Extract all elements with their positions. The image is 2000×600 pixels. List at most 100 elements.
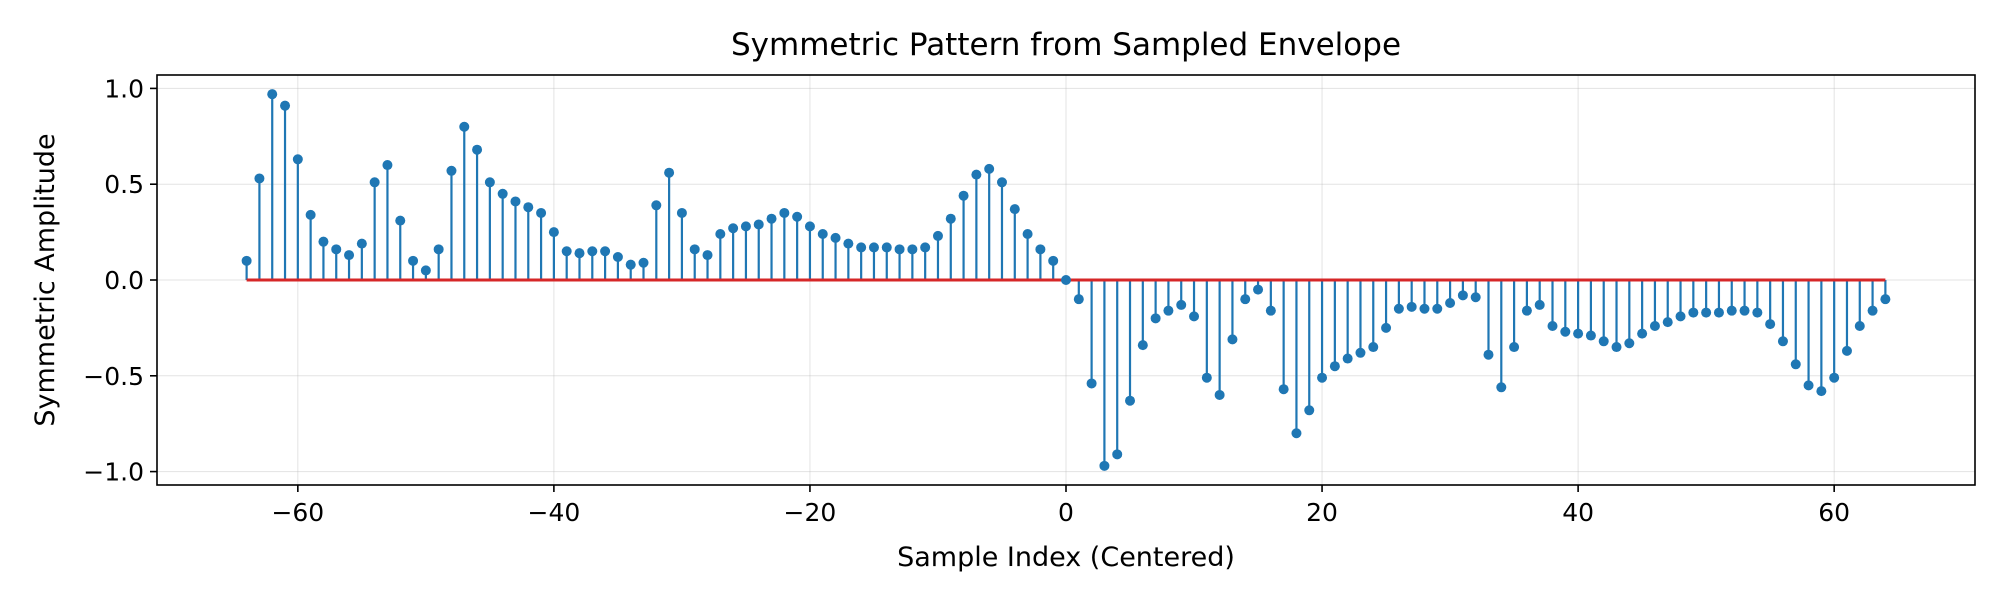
stem-marker [1304, 405, 1315, 416]
stem-marker [1406, 301, 1417, 312]
x-tick-label: −20 [784, 498, 837, 527]
stem-marker [1649, 320, 1660, 331]
x-tick-label: 60 [1818, 498, 1850, 527]
stem-marker [1393, 303, 1404, 314]
stem-marker [1573, 328, 1584, 339]
stem-marker [523, 202, 534, 213]
stem-marker [1560, 326, 1571, 337]
stem-marker [664, 167, 675, 178]
stem-marker [1662, 317, 1673, 328]
stem-marker [1150, 313, 1161, 324]
stem-marker [945, 213, 956, 224]
stem-marker [804, 221, 815, 232]
stem-marker [843, 238, 854, 249]
stem-marker [1368, 342, 1379, 353]
chart-title: Symmetric Pattern from Sampled Envelope [731, 27, 1401, 63]
stem-marker [459, 121, 470, 132]
stem-marker [1547, 320, 1558, 331]
stem-marker [561, 246, 572, 257]
stem-marker [331, 244, 342, 255]
stem-marker [1867, 305, 1878, 316]
stem-marker [446, 165, 457, 176]
stem-marker [689, 244, 700, 255]
stem-marker [830, 232, 841, 243]
stem-marker [856, 242, 867, 253]
stem-marker [715, 229, 726, 240]
stem-marker [676, 207, 687, 218]
stem-marker [728, 223, 739, 234]
stem-marker [1381, 322, 1392, 333]
stems [245, 94, 1887, 466]
stem-marker [958, 190, 969, 201]
stem-marker [536, 207, 547, 218]
y-tick-label: −0.5 [83, 362, 144, 391]
stem-marker [1329, 361, 1340, 372]
y-axis-ticks: −1.0 −0.5 0.0 0.5 1.0 [83, 74, 157, 487]
stem-marker [1880, 294, 1891, 305]
stem-marker [817, 229, 828, 240]
stem-marker [932, 230, 943, 241]
x-tick-label: 40 [1562, 498, 1594, 527]
x-tick-label: −40 [528, 498, 581, 527]
stem-marker [1099, 460, 1110, 471]
stem-marker [1739, 305, 1750, 316]
y-tick-label: 1.0 [104, 74, 144, 103]
stem-marker [1829, 372, 1840, 383]
stem-marker [1048, 255, 1059, 266]
stem-marker [625, 259, 636, 270]
stem-marker [587, 246, 598, 257]
stem-marker [1637, 328, 1648, 339]
markers [241, 89, 1891, 471]
stem-marker [996, 177, 1007, 188]
stem-marker [1163, 305, 1174, 316]
stem-marker [1125, 395, 1136, 406]
x-tick-label: −60 [271, 498, 324, 527]
stem-marker [868, 242, 879, 253]
stem-marker [1624, 338, 1635, 349]
stem-marker [1611, 342, 1622, 353]
stem-marker [894, 244, 905, 255]
stem-marker [1457, 290, 1468, 301]
x-tick-label: 0 [1058, 498, 1074, 527]
stem-marker [612, 252, 623, 263]
stem-marker [1278, 384, 1289, 395]
stem-marker [395, 215, 406, 226]
stem-marker [753, 219, 764, 230]
stem-marker [472, 144, 483, 155]
stem-marker [292, 154, 303, 165]
stem-marker [651, 200, 662, 211]
stem-marker [305, 209, 316, 220]
stem-marker [510, 196, 521, 207]
stem-marker [1688, 307, 1699, 318]
stem-marker [1483, 349, 1494, 360]
stem-marker [1227, 334, 1238, 345]
stem-marker [1854, 320, 1865, 331]
stem-marker [497, 188, 508, 199]
stem-marker [420, 265, 431, 276]
stem-marker [1765, 319, 1776, 330]
stem-marker [280, 100, 291, 111]
stem-marker [1470, 292, 1481, 303]
stem-marker [1790, 359, 1801, 370]
stem-marker [1432, 303, 1443, 314]
stem-marker [1777, 336, 1788, 347]
stem-marker [408, 255, 419, 266]
stem-marker [1521, 305, 1532, 316]
stem-marker [1265, 305, 1276, 316]
stem-marker [1240, 294, 1251, 305]
stem-marker [779, 207, 790, 218]
stem-marker [318, 236, 329, 247]
stem-marker [1841, 345, 1852, 356]
stem-marker [1112, 449, 1123, 460]
stem-marker [1253, 284, 1264, 295]
stem-marker [1176, 299, 1187, 310]
stem-marker [548, 227, 559, 238]
stem-marker [1355, 347, 1366, 358]
stem-marker [1713, 307, 1724, 318]
stem-marker [1816, 386, 1827, 397]
stem-marker [1342, 353, 1353, 364]
stem-marker [702, 250, 713, 261]
stem-marker [433, 244, 444, 255]
stem-marker [1073, 294, 1084, 305]
stem-marker [1445, 297, 1456, 308]
